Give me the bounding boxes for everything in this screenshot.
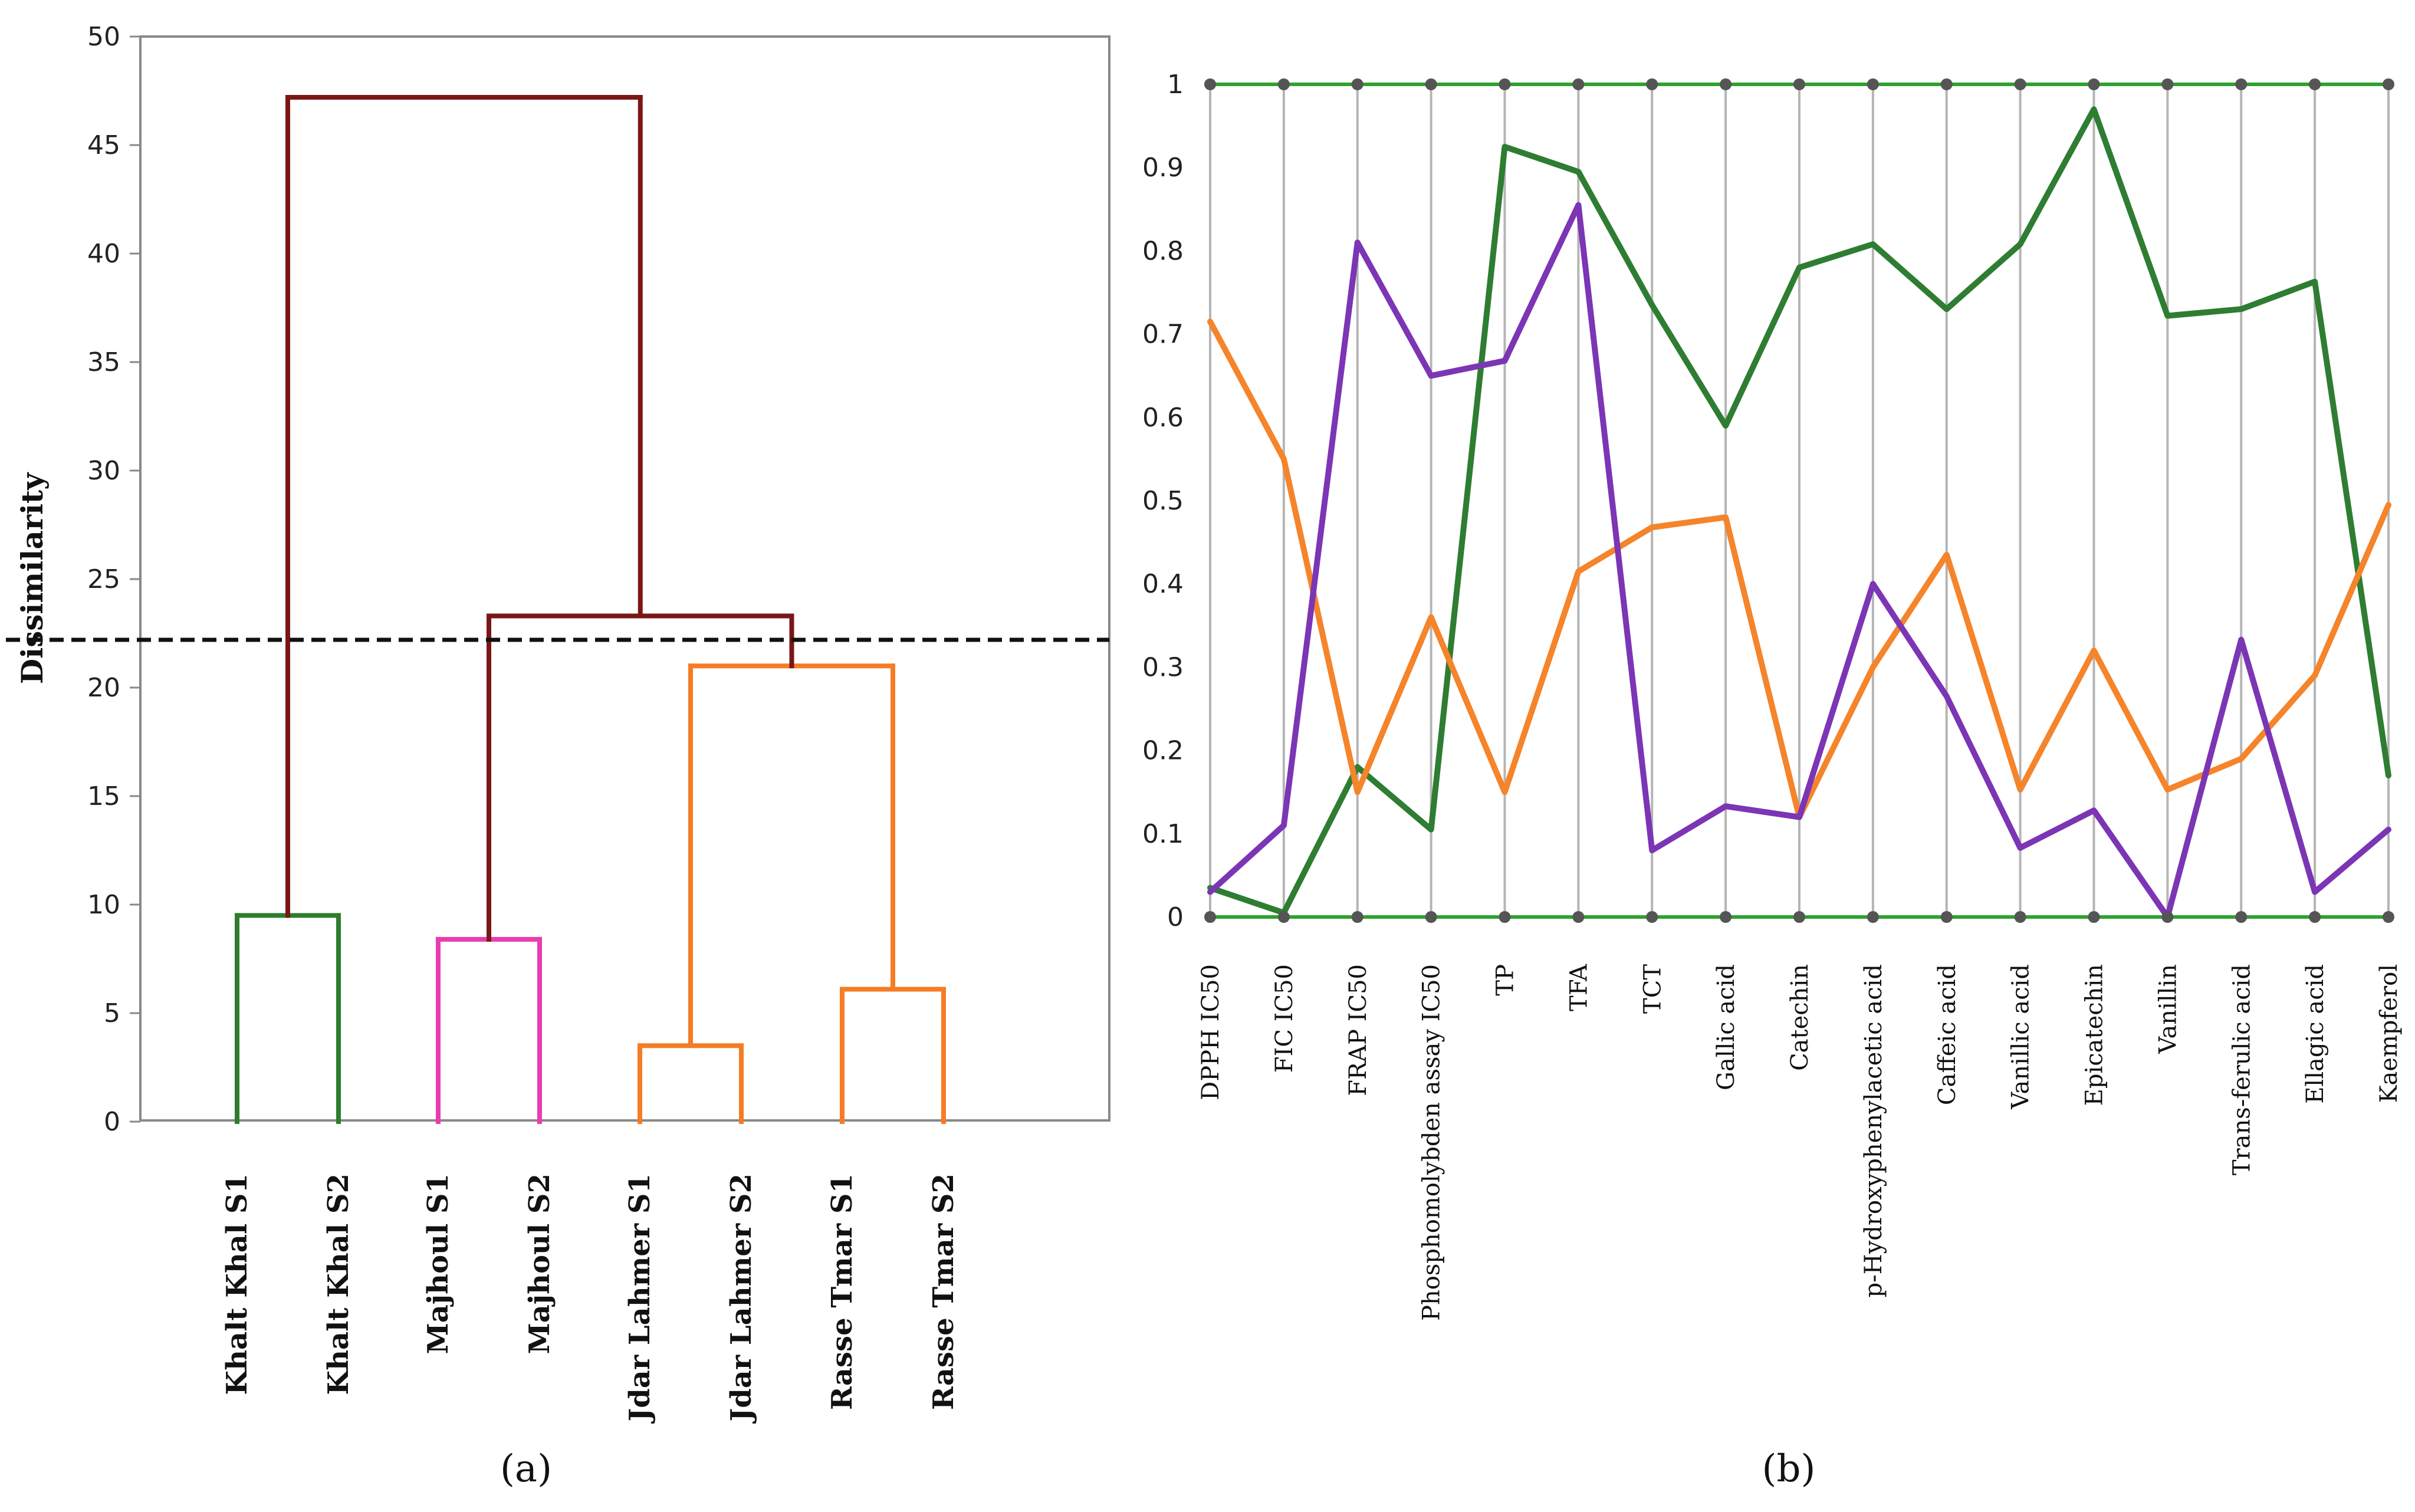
- category-label: Ellagic acid: [2302, 964, 2329, 1104]
- axis-marker: [1277, 78, 1290, 90]
- axis-marker: [2161, 911, 2174, 923]
- axis-marker: [1867, 911, 1879, 923]
- axis-marker: [2383, 78, 2394, 90]
- axis-marker: [2383, 911, 2394, 923]
- axis-marker: [2014, 911, 2026, 923]
- axis-marker: [1867, 78, 1879, 90]
- axis-marker: [1204, 78, 1216, 90]
- axis-marker: [1499, 911, 1511, 923]
- category-label: Epicatechin: [2081, 964, 2108, 1106]
- y-tick-label: 0.4: [1142, 569, 1184, 599]
- axis-marker: [1646, 78, 1658, 90]
- category-label: Gallic acid: [1713, 964, 1740, 1090]
- line-chart-y-ticks: 0 0.1 0.2 0.3 0.4 0.5 0.6 0.7 0.8 0.9 1: [1142, 70, 1184, 932]
- y-tick-label: 0.2: [1142, 736, 1184, 766]
- y-tick-label: 0: [104, 1107, 120, 1137]
- axis-marker: [2235, 911, 2248, 923]
- y-tick-label: 0.6: [1142, 403, 1184, 433]
- dendrogram-panel: 0 5 10 15 20 25 30 35 40 45 50 Dissimilarity Khalt…: [6, 22, 1110, 1491]
- y-tick-label: 0: [1167, 902, 1184, 932]
- category-label: p-Hydroxyphenylacetic acid: [1860, 964, 1887, 1297]
- y-tick-label: 0.9: [1142, 153, 1184, 183]
- line-chart-gridlines: [1209, 83, 2390, 919]
- axis-marker: [1204, 911, 1216, 923]
- dendrogram-y-ticks: 0 5 10 15 20 25 30 35 40 45 50: [87, 22, 140, 1137]
- axis-marker: [1793, 911, 1805, 923]
- line-chart-category-labels: DPPH IC50 FIC IC50 FRAP IC50 Phosphomolybde…: [1197, 964, 2403, 1321]
- y-tick-label: 15: [87, 781, 120, 811]
- y-tick-label: 45: [87, 130, 120, 160]
- line-chart-axis-markers: [1204, 78, 2394, 923]
- y-tick-label: 5: [104, 998, 120, 1028]
- axis-marker: [1572, 78, 1585, 90]
- dendrogram-leaf-labels: Khalt Khal S1 Khalt Khal S2 Majhoul S1 Majh…: [221, 1174, 960, 1424]
- axis-marker: [2088, 911, 2100, 923]
- axis-marker: [2235, 78, 2248, 90]
- line-chart-panel: 0 0.1 0.2 0.3 0.4 0.5 0.6 0.7 0.8 0.9 1 DPPH IC50 F…: [1142, 70, 2403, 1491]
- axis-marker: [1720, 911, 1732, 923]
- category-label: Vanillin: [2154, 964, 2181, 1054]
- leaf-label: Khalt Khal S2: [322, 1174, 355, 1395]
- series-line-purple: [1207, 202, 2391, 920]
- axis-marker: [1351, 911, 1363, 923]
- category-label: Catechin: [1786, 964, 1813, 1071]
- category-label: Phosphomolybden assay IC50: [1418, 964, 1445, 1321]
- series-line-green: [1207, 106, 2391, 916]
- dendrogram-y-axis-label: Dissimilarity: [15, 472, 50, 684]
- category-label: Kaempferol: [2375, 964, 2403, 1103]
- axis-marker: [2088, 78, 2100, 90]
- category-label: FIC IC50: [1271, 964, 1298, 1073]
- category-label: TCT: [1639, 964, 1666, 1014]
- y-tick-label: 0.7: [1142, 320, 1184, 350]
- y-tick-label: 0.3: [1142, 652, 1184, 682]
- y-tick-label: 40: [87, 239, 120, 269]
- axis-marker: [1351, 78, 1363, 90]
- axis-marker: [2309, 78, 2321, 90]
- leaf-label: Khalt Khal S1: [221, 1174, 254, 1395]
- axis-marker: [1425, 911, 1437, 923]
- category-label: FRAP IC50: [1345, 964, 1372, 1096]
- leaf-label: Rasse Tmar S1: [826, 1174, 859, 1410]
- y-tick-label: 35: [87, 347, 120, 377]
- axis-marker: [1940, 911, 1953, 923]
- y-tick-label: 0.1: [1142, 819, 1184, 849]
- axis-marker: [2014, 78, 2026, 90]
- leaf-label: Majhoul S2: [523, 1174, 556, 1354]
- axis-marker: [1793, 78, 1805, 90]
- axis-marker: [2161, 78, 2174, 90]
- leaf-label: Rasse Tmar S2: [927, 1174, 960, 1410]
- category-label: Vanillic acid: [2007, 964, 2035, 1110]
- panel-label-a: (a): [500, 1447, 552, 1491]
- y-tick-label: 10: [87, 890, 120, 920]
- axis-marker: [1572, 911, 1585, 923]
- leaf-label: Majhoul S1: [422, 1174, 455, 1354]
- category-label: Caffeic acid: [1934, 964, 1961, 1105]
- y-tick-label: 30: [87, 456, 120, 486]
- y-tick-label: 0.8: [1142, 236, 1184, 266]
- category-label: TFA: [1565, 964, 1592, 1011]
- leaf-label: Jdar Lahmer S1: [623, 1174, 656, 1424]
- axis-marker: [1720, 78, 1732, 90]
- axis-marker: [1940, 78, 1953, 90]
- y-tick-label: 20: [87, 673, 120, 703]
- y-tick-label: 0.5: [1142, 486, 1184, 516]
- axis-marker: [1277, 911, 1290, 923]
- axis-marker: [1646, 911, 1658, 923]
- axis-marker: [1499, 78, 1511, 90]
- category-label: TP: [1492, 964, 1519, 996]
- dendrogram-links: [235, 95, 946, 1124]
- y-tick-label: 1: [1167, 70, 1184, 100]
- category-label: DPPH IC50: [1197, 964, 1224, 1100]
- leaf-label: Jdar Lahmer S2: [725, 1174, 758, 1424]
- category-label: Trans-ferulic acid: [2228, 964, 2255, 1175]
- axis-marker: [1425, 78, 1437, 90]
- axis-marker: [2309, 911, 2321, 923]
- line-chart-series: [1207, 106, 2391, 920]
- y-tick-label: 50: [87, 22, 120, 52]
- panel-label-b: (b): [1762, 1447, 1816, 1491]
- y-tick-label: 25: [87, 564, 120, 594]
